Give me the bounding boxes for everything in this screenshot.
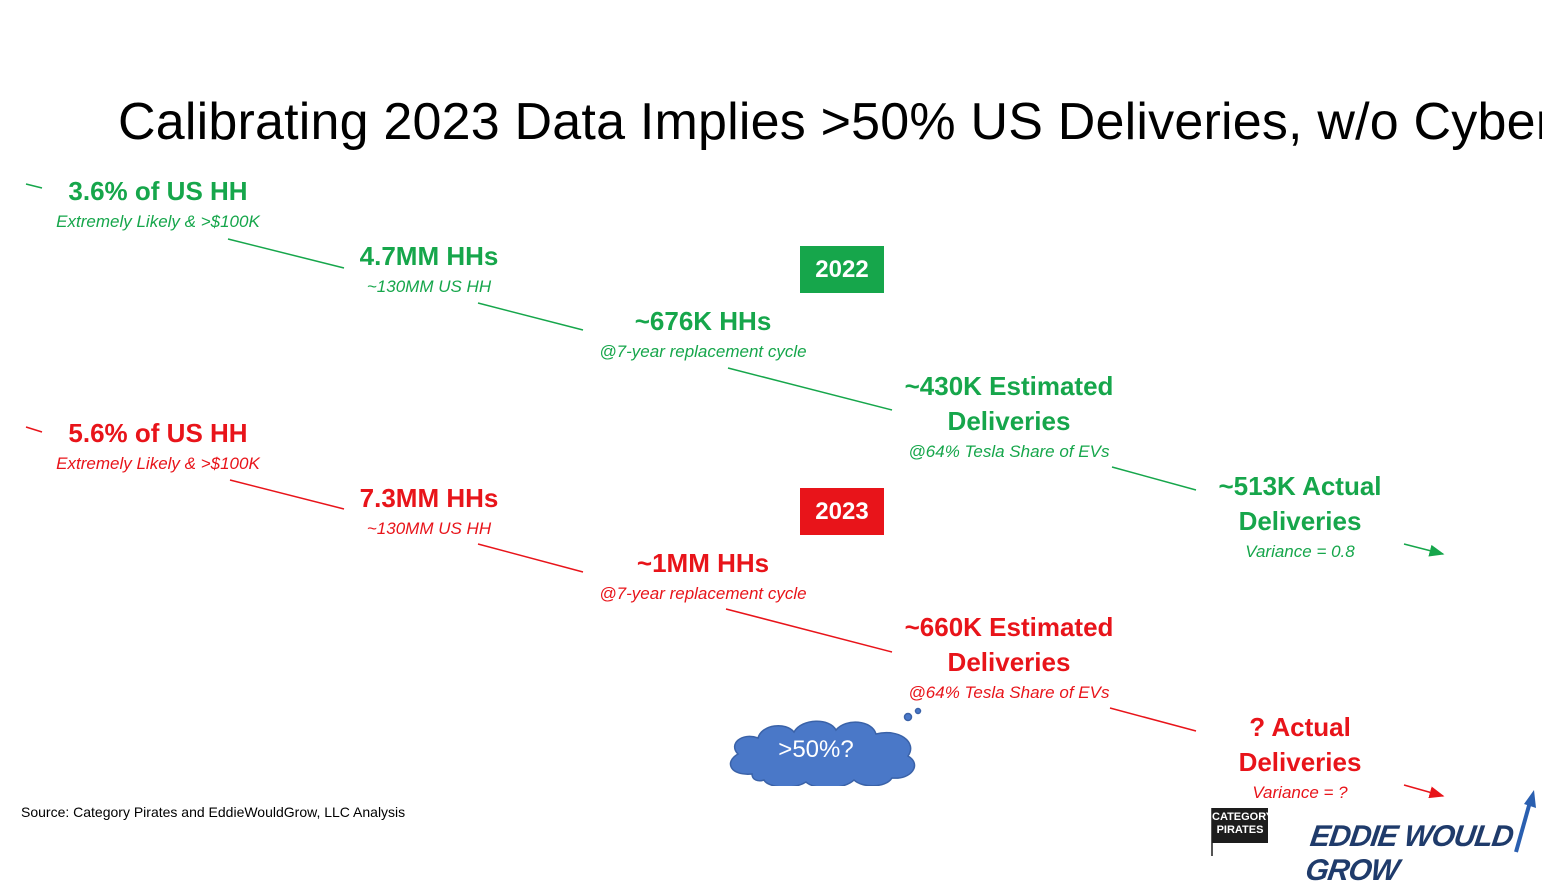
thought-cloud: >50%?	[729, 707, 922, 786]
red-node-estimated: ~660K Estimated Deliveries @64% Tesla Sh…	[904, 612, 1114, 702]
green-node-replacement: ~676K HHs @7-year replacement cycle	[599, 306, 807, 361]
source-note: Source: Category Pirates and EddieWouldG…	[21, 804, 406, 820]
category-pirates-logo: CATEGORY PIRATES	[1210, 806, 1273, 856]
red-connector-0	[25, 426, 43, 433]
green-node-estimated: ~430K Estimated Deliveries @64% Tesla Sh…	[904, 371, 1114, 461]
green-connector-1	[227, 238, 345, 269]
red-connector-3	[725, 608, 893, 653]
growth-arrow-icon	[1514, 790, 1536, 853]
green-connector-2	[477, 302, 584, 331]
red-connector-1	[229, 479, 345, 510]
connector-lines	[25, 183, 1445, 799]
red-node-share: 5.6% of US HH Extremely Likely & >$100K	[56, 418, 260, 473]
green-connector-0	[25, 183, 43, 189]
page-title: Calibrating 2023 Data Implies >50% US De…	[118, 93, 1542, 151]
green-connector-3	[727, 367, 893, 411]
cloud-label: >50%?	[778, 736, 853, 763]
badge-2023: 2023	[800, 488, 884, 535]
green-arrow	[1403, 543, 1445, 557]
red-node-actual: ? Actual Deliveries Variance = ?	[1238, 712, 1362, 802]
red-connector-2	[477, 543, 584, 573]
red-connector-4	[1109, 707, 1197, 732]
green-connector-4	[1111, 466, 1197, 491]
green-node-households: 4.7MM HHs ~130MM US HH	[359, 241, 499, 296]
red-arrow	[1403, 784, 1445, 799]
green-node-actual: ~513K Actual Deliveries Variance = 0.8	[1218, 471, 1382, 561]
eddie-would-grow-logo: EDDIE WOULD GROW	[1303, 820, 1516, 887]
green-node-share: 3.6% of US HH Extremely Likely & >$100K	[56, 176, 260, 231]
red-node-replacement: ~1MM HHs @7-year replacement cycle	[599, 548, 807, 603]
badge-2022: 2022	[800, 246, 884, 293]
red-node-households: 7.3MM HHs ~130MM US HH	[359, 483, 499, 538]
